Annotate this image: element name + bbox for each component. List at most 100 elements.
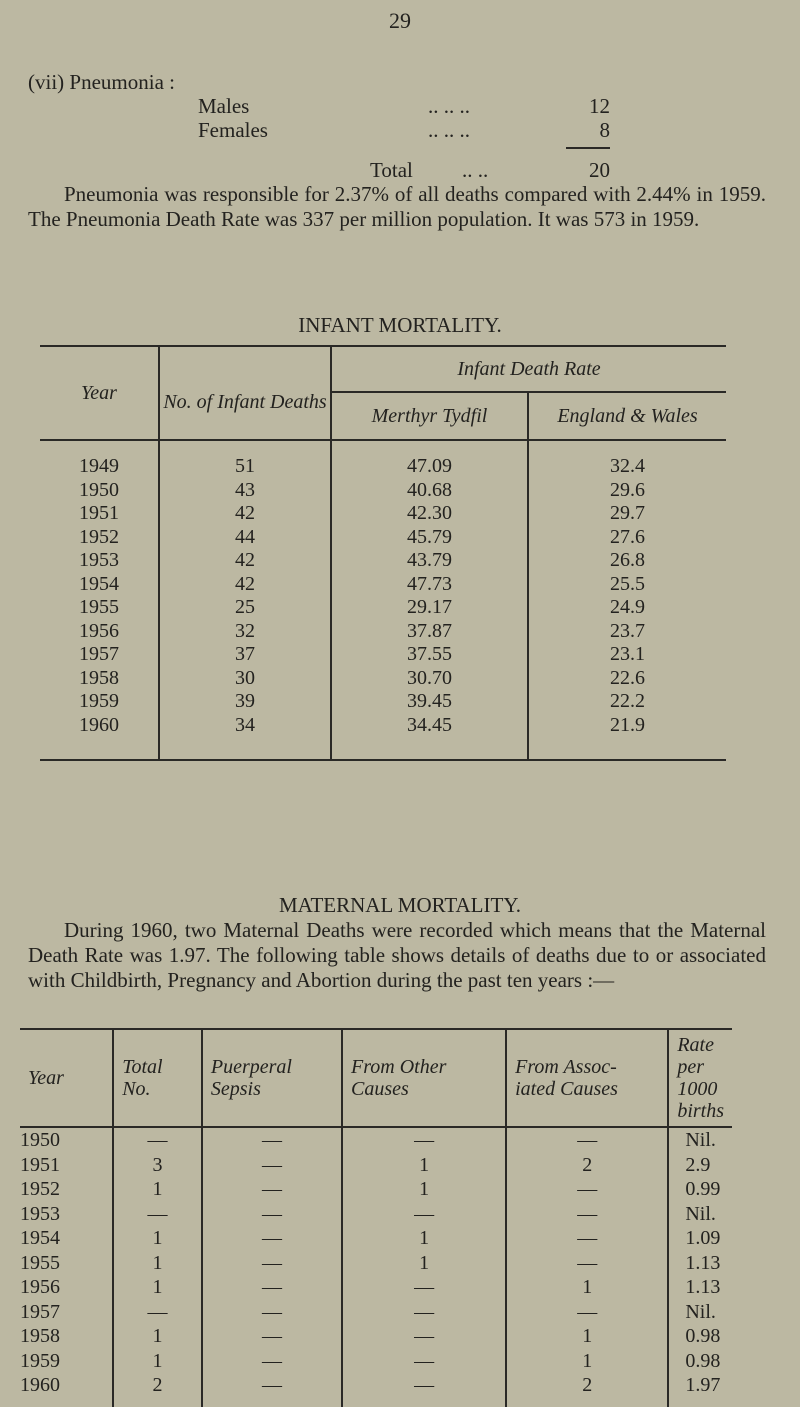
infant-mortality-title: INFANT MORTALITY. [298, 313, 502, 337]
deaths-cell: 32 [158, 619, 331, 643]
merthyr-rate-cell: 45.79 [330, 525, 528, 549]
puerperal-cell: — [200, 1373, 343, 1407]
year-cell: 1960 [20, 1373, 114, 1407]
puerperal-cell: — [200, 1324, 343, 1349]
females-value: 8 [599, 118, 611, 142]
puerperal-cell: — [200, 1250, 343, 1275]
maternal-mortality-title: MATERNAL MORTALITY. [278, 893, 522, 917]
header-line: No. [122, 1078, 151, 1100]
header-col-4: From Assoc-iated Causes [505, 1028, 669, 1128]
puerperal-cell: — [200, 1201, 343, 1226]
year-cell: 1950 [20, 1129, 60, 1151]
other-causes-cell: 1 [341, 1177, 507, 1202]
maternal-mortality-table: Year Total No. Puerperal Sepsis From Other Cau… [20, 1028, 732, 1407]
year-cell: 1949 [79, 455, 119, 477]
males-label: Males [198, 94, 250, 118]
year-cell: 1954 [79, 572, 119, 595]
deaths-cell: 51 [158, 440, 331, 479]
other-causes-cell: 1 [341, 1250, 507, 1275]
other-causes-cell: — [341, 1324, 507, 1349]
england-rate-cell: 22.6 [527, 666, 726, 690]
england-rate-cell: 27.6 [527, 525, 726, 549]
associated-causes-cell: — [505, 1201, 669, 1226]
england-rate-cell: 22.2 [527, 690, 726, 714]
merthyr-rate-cell: 29.17 [330, 596, 528, 620]
associated-causes-cell: — [505, 1177, 669, 1202]
table-row: 1953— — — — Nil. [20, 1201, 732, 1226]
merthyr-rate-cell: 37.87 [330, 619, 528, 643]
merthyr-rate-cell: 40.68 [330, 478, 528, 502]
table-row: 1960 2— —2 1.97 [20, 1373, 732, 1407]
year-cell: 1951 [20, 1153, 60, 1176]
infant-mortality-table: Year No. of Infant Deaths Infant Death R… [40, 345, 726, 761]
associated-causes-cell: 1 [505, 1324, 669, 1349]
year-cell: 1952 [20, 1178, 60, 1200]
header-line: Causes [351, 1078, 409, 1100]
table-row: 1958 30 30.70 22.6 [40, 666, 726, 690]
total-cell: — [112, 1299, 202, 1324]
year-cell: 1956 [79, 619, 119, 642]
associated-causes-cell: 2 [505, 1373, 669, 1407]
year-cell: 1955 [20, 1251, 60, 1274]
year-cell: 1950 [79, 478, 119, 501]
rate-cell: Nil. [667, 1127, 732, 1153]
puerperal-cell: — [200, 1275, 343, 1300]
total-cell: 1 [112, 1177, 202, 1202]
rate-cell: 1.09 [667, 1226, 732, 1251]
header-col-0: Year [20, 1028, 114, 1128]
deaths-cell: 37 [158, 643, 331, 667]
table-row: 1951 3—1 2 2.9 [20, 1152, 732, 1177]
table-row: 1951 42 42.30 29.7 [40, 502, 726, 526]
deaths-cell: 30 [158, 666, 331, 690]
header-merthyr: Merthyr Tydfil [330, 391, 528, 441]
england-rate-cell: 25.5 [527, 572, 726, 596]
total-dots: .. .. [462, 158, 489, 182]
header-col-5: Rate per 1000 births [667, 1028, 732, 1128]
associated-causes-cell: 2 [505, 1152, 669, 1177]
associated-causes-cell: — [505, 1127, 669, 1153]
total-cell: 2 [112, 1373, 202, 1407]
other-causes-cell: — [341, 1201, 507, 1226]
table-row: 1959 1— —1 0.98 [20, 1348, 732, 1373]
rate-cell: 1.13 [667, 1275, 732, 1300]
year-cell: 1959 [20, 1349, 60, 1372]
total-cell: 1 [112, 1275, 202, 1300]
puerperal-cell: — [200, 1152, 343, 1177]
table-row: 1954 42 47.73 25.5 [40, 572, 726, 596]
total-cell: 3 [112, 1152, 202, 1177]
associated-causes-cell: 1 [505, 1275, 669, 1300]
rate-cell: 0.99 [667, 1177, 732, 1202]
table-row: 1950— — — — Nil. [20, 1127, 732, 1153]
header-line: Sepsis [210, 1078, 261, 1100]
header-col-3: From Other Causes [341, 1028, 507, 1128]
rate-cell: 1.13 [667, 1250, 732, 1275]
puerperal-cell: — [200, 1348, 343, 1373]
other-causes-cell: — [341, 1299, 507, 1324]
total-cell: 1 [112, 1226, 202, 1251]
header-rate-group: Infant Death Rate [330, 345, 726, 392]
merthyr-rate-cell: 34.45 [330, 713, 528, 761]
puerperal-cell: — [200, 1226, 343, 1251]
deaths-cell: 39 [158, 690, 331, 714]
table-row: 1956 32 37.87 23.7 [40, 619, 726, 643]
year-cell: 1957 [20, 1300, 60, 1323]
pneumonia-heading: (vii) Pneumonia : [28, 70, 175, 94]
rate-cell: 1.97 [667, 1373, 732, 1407]
year-cell: 1960 [40, 713, 159, 761]
header-england: England & Wales [527, 391, 726, 441]
table-row: 1957— — — — Nil. [20, 1299, 732, 1324]
associated-causes-cell: — [505, 1226, 669, 1251]
rate-cell: Nil. [667, 1299, 732, 1324]
table-row: 1956 1— —1 1.13 [20, 1275, 732, 1300]
sum-rule [566, 147, 610, 149]
merthyr-rate-cell: 47.73 [330, 572, 528, 596]
other-causes-cell: — [341, 1275, 507, 1300]
females-label: Females [198, 118, 268, 142]
table-row: 1959 39 39.45 22.2 [40, 690, 726, 714]
other-causes-cell: 1 [341, 1226, 507, 1251]
deaths-cell: 42 [158, 572, 331, 596]
associated-causes-cell: — [505, 1250, 669, 1275]
year-cell: 1958 [79, 666, 119, 689]
header-col-2: Puerperal Sepsis [200, 1028, 343, 1128]
